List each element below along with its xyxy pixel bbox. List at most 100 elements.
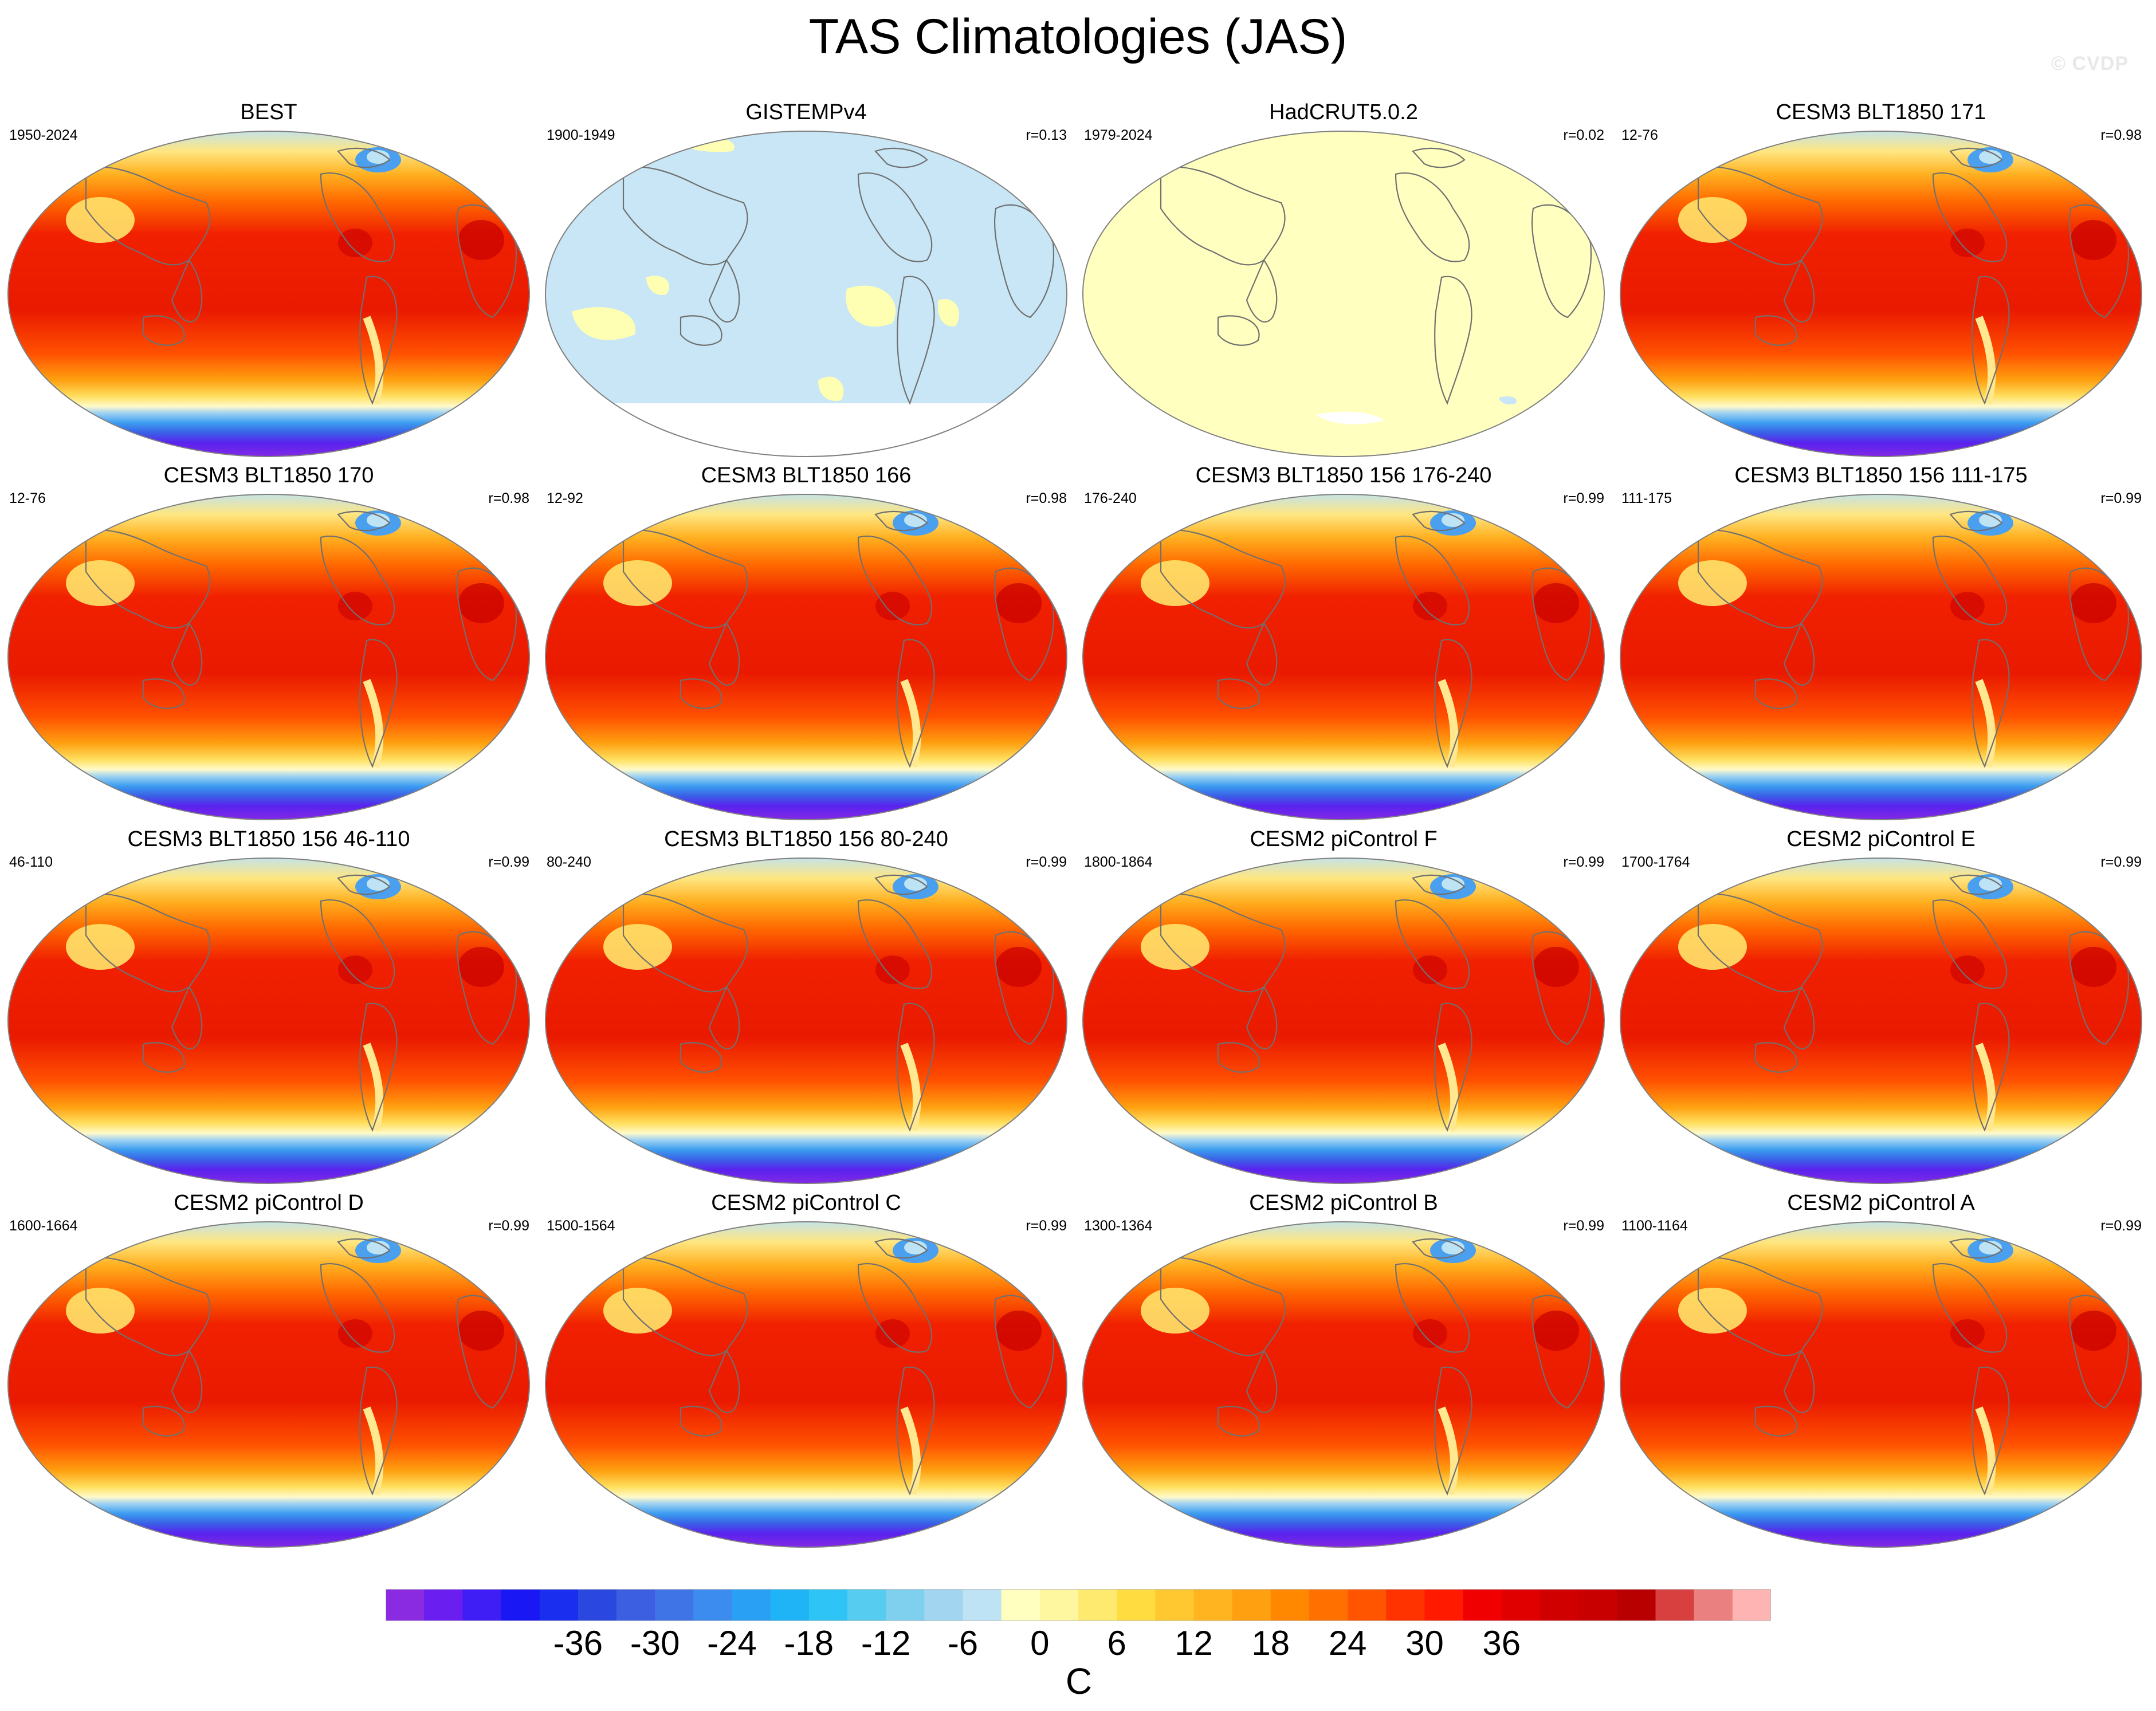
sahara-hotspot	[2071, 220, 2116, 260]
coastline	[1783, 258, 1815, 323]
na-hotspot	[1413, 1319, 1447, 1348]
coastline	[142, 1042, 185, 1073]
sahara-hotspot	[458, 583, 504, 623]
coastline	[1412, 147, 1466, 168]
panel-title: CESM2 piControl A	[1787, 1191, 1975, 1215]
coastline	[708, 1349, 740, 1414]
panel-pattern-correlation: r=0.98	[1026, 490, 1067, 506]
colorbar-tick-label: -6	[947, 1624, 979, 1662]
colorbar-tick-label: -30	[630, 1624, 680, 1662]
colorbar-tick-label: 12	[1175, 1624, 1213, 1662]
temperature-map	[7, 131, 530, 457]
coastline	[1932, 1263, 2008, 1353]
map-panel: BEST 1950-2024	[0, 99, 537, 459]
colorbar-segment	[1694, 1589, 1733, 1621]
panel-pattern-correlation: r=0.99	[2100, 854, 2142, 870]
coastline	[1217, 315, 1260, 346]
coastline	[1246, 622, 1278, 686]
colorbar-tick-label: 24	[1328, 1624, 1367, 1662]
coastline	[171, 985, 203, 1050]
coastline	[1697, 166, 1823, 266]
coastline	[1412, 1238, 1466, 1259]
warm-region	[938, 299, 959, 327]
coastline	[320, 172, 395, 262]
coastline	[1697, 529, 1823, 629]
temperature-map	[545, 131, 1067, 457]
colorbar-segment	[808, 1589, 848, 1621]
map-panel: CESM3 BLT1850 166 12-92 r=0.98	[537, 462, 1075, 823]
map-panel: CESM2 piControl E 1700-1764 r=0.99	[1612, 825, 2150, 1186]
coastline	[1949, 874, 2003, 895]
andes-cool	[1975, 679, 1996, 768]
panel-year-range: 1300-1364	[1084, 1218, 1153, 1234]
coastline	[1246, 985, 1278, 1050]
panel-year-range: 1950-2024	[9, 127, 78, 143]
colorbar-segment	[501, 1589, 540, 1621]
coastline	[622, 529, 748, 629]
coastline	[359, 1002, 398, 1132]
coastline	[85, 893, 211, 993]
coastline	[359, 1366, 398, 1496]
panel-title: CESM3 BLT1850 156 80-240	[664, 827, 948, 851]
coastline	[680, 1406, 722, 1437]
colorbar-segment	[1463, 1589, 1502, 1621]
coastline	[1434, 276, 1472, 405]
temperature-map	[7, 1221, 530, 1548]
coastline	[1246, 258, 1278, 323]
coastline	[897, 276, 935, 405]
coastline	[897, 1002, 935, 1132]
colorbar-segment	[616, 1589, 655, 1621]
panel-year-range: 1700-1764	[1621, 854, 1690, 870]
colorbar-segment	[1117, 1589, 1156, 1621]
desert-hotspot	[66, 197, 135, 243]
coastline	[1395, 899, 1470, 989]
coastline	[622, 166, 748, 266]
watermark: © CVDP	[2051, 53, 2128, 74]
coastline	[874, 874, 928, 895]
colorbar-segment	[886, 1589, 925, 1621]
sahara-hotspot	[996, 947, 1042, 987]
cool-region	[1499, 396, 1517, 404]
coastline	[337, 874, 391, 895]
map-border	[1082, 858, 1605, 1184]
colorbar-segment	[847, 1589, 886, 1621]
panel-pattern-correlation: r=0.13	[1026, 127, 1067, 143]
temperature-field	[8, 1222, 529, 1547]
colorbar-tick-label: -24	[707, 1624, 757, 1662]
coastline	[1697, 893, 1823, 993]
coastline	[708, 622, 740, 686]
colorbar-segment	[732, 1589, 771, 1621]
sahara-hotspot	[1533, 1311, 1579, 1351]
panel-title: CESM3 BLT1850 156 46-110	[127, 827, 410, 851]
greenland-core	[1442, 1241, 1464, 1254]
temperature-map	[1082, 131, 1605, 457]
missing-data	[545, 403, 1067, 457]
map-panel: CESM2 piControl F 1800-1864 r=0.99	[1075, 825, 1612, 1186]
andes-cool	[1438, 679, 1459, 768]
panel-title: GISTEMPv4	[745, 100, 867, 124]
temperature-map	[545, 494, 1067, 820]
coastline	[1217, 1406, 1260, 1437]
warm-region	[572, 307, 636, 340]
map-border	[1620, 494, 2142, 820]
panel-year-range: 1800-1864	[1084, 854, 1153, 870]
panel-pattern-correlation: r=0.99	[1026, 1218, 1067, 1234]
na-hotspot	[1950, 229, 1985, 257]
panel-pattern-correlation: r=0.99	[2100, 1218, 2142, 1234]
colorbar-segment	[1424, 1589, 1464, 1621]
temperature-map	[1620, 494, 2142, 820]
colorbar-segment	[1001, 1589, 1040, 1621]
map-panel: GISTEMPv4 1900-1949 r=0.13	[537, 99, 1075, 459]
greenland-core	[1979, 513, 2002, 527]
na-hotspot	[338, 1319, 372, 1348]
coastline	[874, 510, 928, 532]
sahara-hotspot	[2071, 583, 2116, 623]
na-hotspot	[875, 1319, 910, 1348]
colorbar-segment	[578, 1589, 617, 1621]
andes-cool	[900, 1043, 921, 1132]
panel-year-range: 1979-2024	[1084, 127, 1153, 143]
map-panel: CESM2 piControl D 1600-1664 r=0.99	[0, 1189, 537, 1550]
map-panel: CESM2 piControl A 1100-1164 r=0.99	[1612, 1189, 2150, 1550]
coastline	[1754, 678, 1797, 709]
coastline	[337, 510, 391, 532]
